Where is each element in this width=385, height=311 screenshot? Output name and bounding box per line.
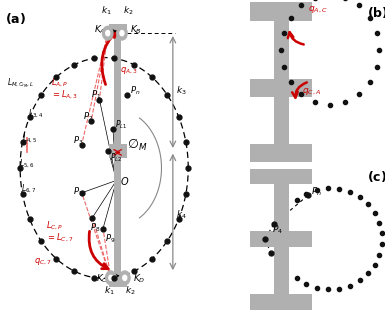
- Text: $P_2$: $P_2$: [83, 111, 93, 123]
- Bar: [250, 144, 312, 162]
- Text: $P_n$: $P_n$: [311, 186, 322, 198]
- Text: $P_{L1}$: $P_{L1}$: [115, 118, 127, 131]
- Bar: [114, 38, 121, 273]
- Bar: [250, 169, 312, 184]
- Text: $\mathbf{(a)}$: $\mathbf{(a)}$: [5, 11, 26, 26]
- Text: $P_n$: $P_n$: [130, 84, 141, 97]
- Bar: [250, 2, 312, 21]
- Text: $\varnothing_M$: $\varnothing_M$: [127, 137, 147, 153]
- Text: $K_D$: $K_D$: [133, 272, 146, 285]
- Circle shape: [120, 30, 124, 36]
- Bar: [250, 79, 312, 97]
- Text: $L_{4,5}$: $L_{4,5}$: [22, 133, 38, 145]
- Text: $k_2$: $k_2$: [126, 285, 136, 297]
- Text: $P_3$: $P_3$: [74, 134, 84, 146]
- Text: $P_4$: $P_4$: [272, 224, 283, 236]
- Circle shape: [109, 275, 113, 281]
- Text: $\mathbf{(c)}$: $\mathbf{(c)}$: [367, 169, 385, 184]
- Text: $q_{A,C}$: $q_{A,C}$: [308, 4, 328, 15]
- Text: $=L_{A,3}$: $=L_{A,3}$: [51, 89, 78, 101]
- Circle shape: [117, 26, 127, 40]
- Text: $L_{3,4}$: $L_{3,4}$: [28, 108, 44, 120]
- Circle shape: [105, 271, 116, 285]
- Text: $O$: $O$: [120, 175, 129, 187]
- Text: $k_1$: $k_1$: [101, 5, 112, 17]
- Bar: [109, 273, 127, 287]
- Bar: [274, 21, 289, 144]
- Text: $L_{A,P}$: $L_{A,P}$: [51, 77, 68, 89]
- Text: $K_C$: $K_C$: [96, 272, 109, 285]
- Text: $P_1$: $P_1$: [91, 89, 101, 101]
- Text: $K_A$: $K_A$: [94, 24, 105, 36]
- Text: $=L_{C,7}$: $=L_{C,7}$: [46, 232, 74, 244]
- Bar: [250, 295, 312, 310]
- Bar: [109, 24, 127, 38]
- Bar: [250, 231, 312, 247]
- Text: $q_{C,7}$: $q_{C,7}$: [34, 256, 52, 267]
- Text: $k_3$: $k_3$: [176, 84, 187, 97]
- Text: $k_1$: $k_1$: [104, 285, 115, 297]
- Text: $K_B$: $K_B$: [130, 24, 142, 36]
- Text: $P_7$: $P_7$: [73, 185, 83, 198]
- Text: $\mathbf{(b)}$: $\mathbf{(b)}$: [367, 5, 385, 20]
- Circle shape: [106, 30, 110, 36]
- Text: $P_{L2}$: $P_{L2}$: [110, 151, 123, 164]
- Circle shape: [102, 26, 113, 40]
- Bar: [109, 144, 127, 158]
- Text: $q_{C,A}$: $q_{C,A}$: [302, 86, 321, 97]
- Circle shape: [123, 275, 127, 281]
- Text: $L_{M,\varnothing_M,L}$: $L_{M,\varnothing_M,L}$: [7, 77, 34, 90]
- Text: $L_{C,P}$: $L_{C,P}$: [46, 220, 64, 232]
- Text: $k_4$: $k_4$: [176, 209, 187, 221]
- Text: $L_{6,7}$: $L_{6,7}$: [21, 183, 37, 195]
- Bar: [274, 184, 289, 295]
- Text: $P_8$: $P_8$: [90, 221, 100, 234]
- Text: $k_2$: $k_2$: [122, 5, 133, 17]
- Text: $P_9$: $P_9$: [105, 232, 115, 244]
- Text: $L_{5,6}$: $L_{5,6}$: [19, 158, 34, 170]
- Circle shape: [120, 271, 130, 285]
- Text: $q_{A,3}$: $q_{A,3}$: [120, 65, 137, 76]
